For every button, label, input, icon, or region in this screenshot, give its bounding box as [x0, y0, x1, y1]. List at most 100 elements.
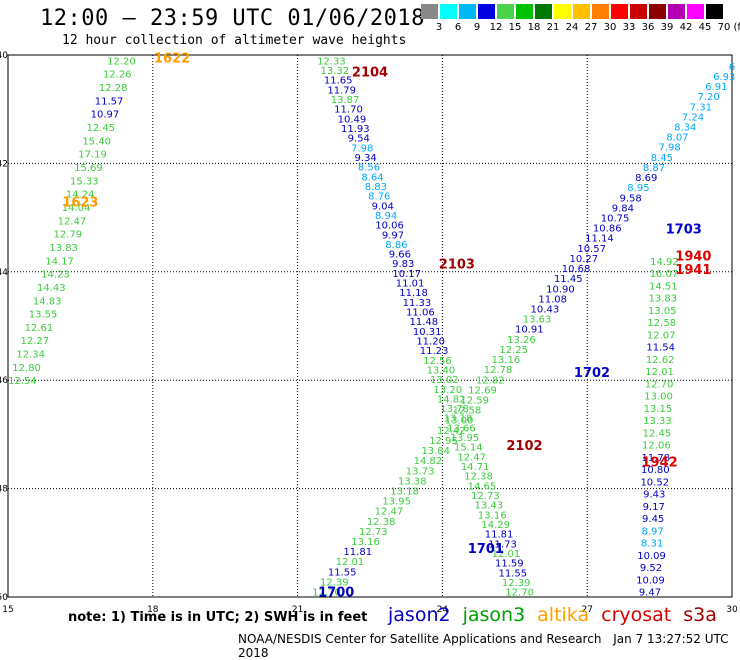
colorbar-swatch	[668, 4, 685, 19]
pass-number-label: 1940	[675, 250, 711, 265]
wave-height-label: 8.69	[635, 173, 657, 184]
colorbar-tick-label: 3	[435, 22, 443, 33]
wave-height-label: 12.56	[423, 356, 452, 367]
wave-height-label: 17.19	[78, 150, 107, 161]
wave-height-label: 12.70	[505, 588, 534, 599]
colorbar-tick-label: 70	[717, 22, 731, 33]
wave-height-label: 9.84	[612, 203, 634, 214]
colorbar-tick-label: 45	[698, 22, 712, 33]
wave-height-label: 15.33	[70, 176, 99, 187]
wave-height-label: 14.43	[37, 283, 66, 294]
wave-height-label: 11.65	[324, 76, 353, 87]
wave-height-label: 12.70	[645, 379, 674, 390]
wave-height-label: 6.91	[705, 82, 727, 93]
colorbar-tick-label: 36	[641, 22, 655, 33]
pass-number-label: 1702	[574, 366, 610, 381]
wave-height-label: 12.45	[86, 123, 115, 134]
colorbar-tick-label: 21	[546, 22, 560, 33]
wave-height-label: 11.78	[642, 453, 671, 464]
wave-height-label: 12.20	[107, 56, 136, 67]
wave-height-label: 12.58	[453, 406, 482, 417]
colorbar-tick-label: 12	[489, 22, 503, 33]
wave-height-label: 11.55	[328, 567, 357, 578]
wave-height-label: 11.59	[495, 559, 524, 570]
wave-height-label: 14.82	[437, 394, 466, 405]
chart-subtitle: 12 hour collection of altimeter wave hei…	[62, 33, 407, 48]
colorbar-swatch	[516, 4, 533, 19]
pass-number-label: 2104	[352, 65, 388, 80]
wave-height-label: 8.83	[365, 182, 387, 193]
wave-height-label: 10.75	[601, 213, 630, 224]
wave-height-label: 12.82	[476, 375, 505, 386]
wave-height-label: 11.45	[554, 274, 583, 285]
pass-number-label: 1700	[318, 586, 354, 601]
wave-height-label: 13.55	[29, 310, 58, 321]
wave-height-label: 10.52	[640, 477, 669, 488]
wave-height-label: 9.58	[620, 193, 642, 204]
wave-height-label: 12.73	[471, 491, 500, 502]
colorbar-swatch	[554, 4, 571, 19]
wave-height-label: 9.45	[642, 514, 664, 525]
wave-height-label: 12.79	[54, 230, 83, 241]
colorbar-tick-label: 9	[473, 22, 481, 33]
wave-height-label: 14.04	[62, 203, 91, 214]
colorbar-tick-label: 6	[454, 22, 462, 33]
wave-height-label: 12.01	[336, 557, 365, 568]
wave-height-label: 13.83	[648, 294, 677, 305]
wave-height-label: 13.83	[49, 243, 78, 254]
wave-height-label: 14.83	[33, 296, 62, 307]
wave-height-label: 14.51	[649, 281, 678, 292]
wave-height-label: 8.64	[361, 172, 383, 183]
wave-height-label: 9.66	[389, 250, 411, 261]
wave-height-label: 12.28	[99, 83, 128, 94]
legend-item-cryosat: cryosat	[601, 604, 672, 626]
wave-height-label: 13.00	[445, 416, 474, 427]
colorbar-swatch	[478, 4, 495, 19]
satellite-legend: jason2 jason3 altika cryosat s3a	[388, 604, 729, 626]
x-tick-label: 30	[726, 605, 738, 615]
wave-height-label: 13.05	[648, 306, 677, 317]
wave-height-label: 13.73	[406, 466, 435, 477]
wave-height-label: 12.62	[646, 355, 675, 366]
plot-frame	[7, 54, 733, 598]
wave-height-label: 9.04	[372, 201, 394, 212]
wave-height-label: 10.43	[531, 304, 560, 315]
colorbar-unit: (ft)	[733, 22, 740, 33]
pass-number-label: 2103	[439, 258, 475, 273]
colorbar-swatch	[440, 4, 457, 19]
wave-height-label: 15.40	[82, 136, 111, 147]
wave-height-label: 7.24	[682, 112, 704, 123]
wave-height-label: 10.09	[637, 551, 666, 562]
colorbar-swatch	[649, 4, 666, 19]
wave-height-label: 12.69	[468, 385, 497, 396]
colorbar-tick-label: 18	[527, 22, 541, 33]
wave-height-label: 12.39	[320, 577, 349, 588]
wave-height-label: 13.02	[430, 375, 459, 386]
wave-height-label: 9.54	[348, 134, 370, 145]
colorbar-swatch	[573, 4, 590, 19]
wave-height-label: 14.29	[481, 520, 510, 531]
wave-height-label: 8.87	[643, 163, 665, 174]
wave-height-label: 12.58	[647, 318, 676, 329]
wave-height-label: 13.33	[643, 416, 672, 427]
pass-number-label: 1701	[468, 542, 504, 557]
legend-item-jason2: jason2	[388, 604, 451, 626]
wave-height-label: 13.16	[478, 510, 507, 521]
wave-height-label: 9.83	[392, 259, 414, 270]
wave-height-label: 13.95	[382, 497, 411, 508]
wave-height-label: 6.93	[713, 72, 735, 83]
wave-height-label: 10.86	[593, 224, 622, 235]
wave-height-label: 11.81	[343, 547, 372, 558]
wave-height-label: 12.33	[317, 56, 346, 67]
colorbar-swatch	[497, 4, 514, 19]
wave-height-label: 12.38	[367, 517, 396, 528]
credit-line: NOAA/NESDIS Center for Satellite Applica…	[238, 632, 738, 660]
wave-height-label: 12.34	[16, 350, 45, 361]
y-tick-label: -46	[0, 376, 8, 386]
wave-height-label: 12.38	[464, 472, 493, 483]
colorbar-swatch	[611, 4, 628, 19]
wave-height-label: 9.17	[643, 502, 665, 513]
wave-height-label: 13.15	[644, 404, 673, 415]
wave-height-label: 11.18	[399, 288, 428, 299]
wave-height-label: 13.16	[351, 537, 380, 548]
